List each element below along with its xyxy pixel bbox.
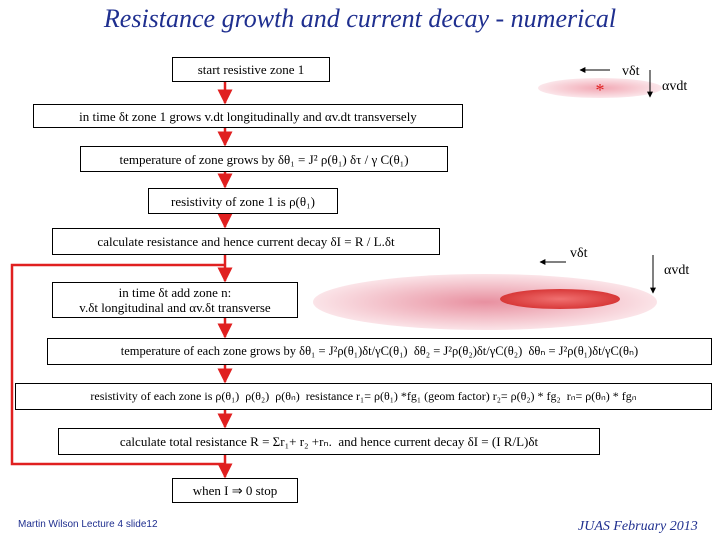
step-box: resistivity of each zone is ρ(θ₁) ρ(θ₂) … <box>15 383 712 410</box>
step-box: resistivity of zone 1 is ρ(θ₁) <box>148 188 338 214</box>
step-box: temperature of each zone grows by δθ₁ = … <box>47 338 712 365</box>
zone-1 <box>538 78 662 98</box>
footer-left: Martin Wilson Lecture 4 slide12 <box>18 519 158 530</box>
step-box: calculate resistance and hence current d… <box>52 228 440 255</box>
step-box: when I ⇒ 0 stop <box>172 478 298 503</box>
zone-star: * <box>596 80 605 100</box>
step-box: in time δt add zone n: v.δt longitudinal… <box>52 282 298 318</box>
step-box: calculate total resistance R = Σr₁+ r₂ +… <box>58 428 600 455</box>
flow-arrows <box>10 82 233 479</box>
zone-n-inner <box>500 289 620 309</box>
step-box: start resistive zone 1 <box>172 57 330 82</box>
step-box: in time δt zone 1 grows v.dt longitudina… <box>33 104 463 128</box>
step-box: temperature of zone grows by δθ₁ = J² ρ(… <box>80 146 448 172</box>
transverse-label: αvdt <box>662 79 687 94</box>
zone-n-outer <box>313 274 657 330</box>
footer-right: JUAS February 2013 <box>578 519 698 534</box>
slide-title: Resistance growth and current decay - nu… <box>103 4 617 33</box>
longitudinal-label: vδt <box>622 64 640 79</box>
transverse-label-n: αvdt <box>664 263 689 278</box>
longitudinal-label-n: vδt <box>570 246 588 261</box>
